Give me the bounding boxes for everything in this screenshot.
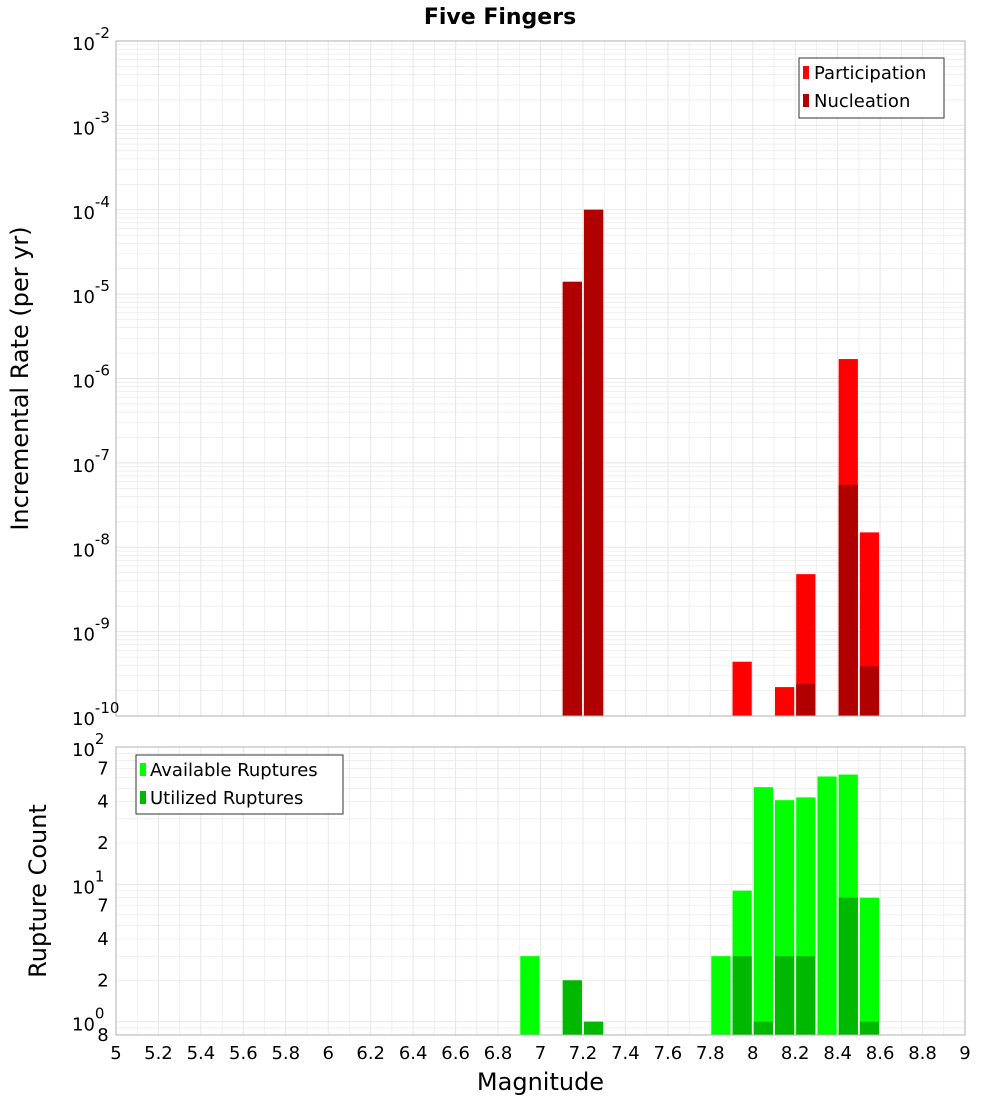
x-tick-label: 5.4 [187,1043,216,1064]
series-utilized [562,897,880,1035]
y-tick-label: 10-6 [72,362,110,393]
x-tick-label: 8.2 [781,1043,810,1064]
legend-count: Available Ruptures Utilized Ruptures [135,754,344,815]
bar-nucleation [859,666,880,716]
y-tick-label: 10-7 [72,446,110,477]
x-tick-label: 8.6 [866,1043,895,1064]
bars [520,774,880,1035]
y-tick-label: 7 [97,896,108,917]
bar-available [817,776,837,1035]
legend-swatch-utilized [140,791,146,804]
x-tick-label: 7.8 [696,1043,725,1064]
x-tick-label: 8 [747,1043,758,1064]
x-tick-label: 5.2 [144,1043,173,1064]
y-tick-label: 10-8 [72,530,110,561]
y-tick-label: 2 [97,833,108,854]
bar-participation [774,687,795,716]
x-tick-label: 8.4 [823,1043,852,1064]
x-tick-label: 8.8 [908,1043,937,1064]
x-tick-label: 7.6 [654,1043,683,1064]
y-tick-label: 10-4 [72,193,110,224]
y-tick-label: 101 [72,867,104,898]
x-tick-label: 7.2 [569,1043,598,1064]
legend-label-participation: Participation [814,63,926,84]
y-tick-label: 4 [97,929,108,950]
legend-rate: Participation Nucleation [798,57,945,119]
x-tick-label: 7 [535,1043,546,1064]
legend-swatch-nucleation [803,94,809,107]
plot-border [115,40,966,717]
x-tick-label: 6 [323,1043,334,1064]
bar-utilized [838,897,858,1035]
bar-utilized [859,1021,880,1035]
legend-box [135,754,344,815]
y-tick-label: 100 [72,1005,104,1036]
y-axis-label-rate: Incremental Rate (per yr) [6,226,34,530]
y-tick-label: 10-5 [72,277,110,308]
bar-available [520,956,540,1035]
bar-available [753,787,773,1035]
legend-swatch-available [140,763,146,776]
bar-participation [796,574,816,716]
bar-utilized [562,980,582,1035]
y-tick-label: 10-2 [72,24,110,55]
legend-box [798,57,945,119]
plot-border [115,746,966,1036]
bar-nucleation [796,683,816,716]
bar-available [859,897,880,1035]
bar-nucleation [562,281,582,716]
x-axis-label: Magnitude [477,1068,604,1096]
bar-utilized [796,956,816,1035]
x-tick-label: 7.4 [611,1043,640,1064]
y-axis-label-count: Rupture Count [24,804,52,978]
bar-utilized [732,956,752,1035]
bars [562,209,880,716]
y-tick-label: 7 [97,758,108,779]
y-tick-label: 4 [97,792,108,813]
x-tick-labels: 5 5.2 5.4 5.6 5.8 6 6.2 6.4 6.6 6.8 7 7.2 7.4 7.6 7.8 8… [110,1043,970,1064]
bar-nucleation [838,484,858,716]
x-tick-label: 5.8 [271,1043,300,1064]
x-tick-label: 6.4 [399,1043,428,1064]
series-nucleation [562,209,880,716]
bar-participation [732,661,752,716]
y-tick-labels: 10-2 10-3 10-4 10-5 10-6 10-7 10-8 10-9 10-10 [72,24,119,730]
x-tick-label: 5.6 [229,1043,258,1064]
y-tick-label: 8 [97,1025,108,1046]
bar-utilized [583,1021,604,1035]
y-tick-label: 10-3 [72,108,110,139]
x-tick-label: 5 [110,1043,121,1064]
bar-utilized [774,956,795,1035]
legend-label-utilized: Utilized Ruptures [150,788,303,809]
legend-label-nucleation: Nucleation [814,91,910,112]
grid-lines [115,40,966,717]
x-tick-label: 6.8 [484,1043,513,1064]
bar-nucleation [583,209,604,716]
y-tick-label: 10-10 [72,699,119,730]
y-tick-label: 10-9 [72,615,110,646]
bar-utilized [753,1021,773,1035]
y-tick-label: 102 [72,730,104,761]
rate-panel: 10-2 10-3 10-4 10-5 10-6 10-7 10-8 10-9 10-10 Inc… [6,24,966,730]
x-tick-label: 6.2 [356,1043,385,1064]
x-tick-label: 6.6 [441,1043,470,1064]
legend-label-available: Available Ruptures [150,760,318,781]
chart-title: Five Fingers [424,5,576,30]
legend-swatch-participation [803,66,809,79]
y-tick-label: 2 [97,970,108,991]
x-tick-label: 9 [959,1043,970,1064]
bar-available [711,956,731,1035]
